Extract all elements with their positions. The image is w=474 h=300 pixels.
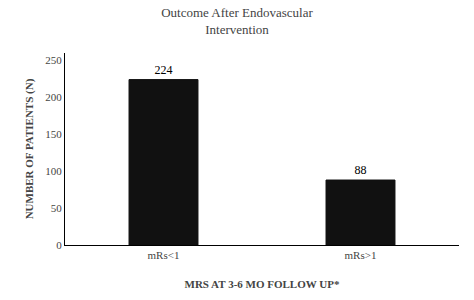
svg-text:50: 50 (51, 202, 63, 214)
svg-text:150: 150 (45, 128, 62, 140)
svg-text:NUMBER OF PATIENTS (N): NUMBER OF PATIENTS (N) (23, 78, 36, 219)
svg-text:224: 224 (155, 63, 173, 77)
svg-text:MRS AT 3-6 MO FOLLOW UP*: MRS AT 3-6 MO FOLLOW UP* (185, 278, 340, 290)
svg-text:100: 100 (45, 165, 62, 177)
svg-text:0: 0 (56, 239, 62, 251)
svg-text:250: 250 (45, 54, 62, 66)
svg-text:Outcome After EndovascularInte: Outcome After EndovascularIntervention (161, 5, 313, 37)
svg-text:200: 200 (45, 91, 62, 103)
svg-text:88: 88 (355, 163, 367, 177)
svg-text:mRs>1: mRs>1 (345, 249, 377, 261)
svg-text:mRs<1: mRs<1 (148, 249, 180, 261)
